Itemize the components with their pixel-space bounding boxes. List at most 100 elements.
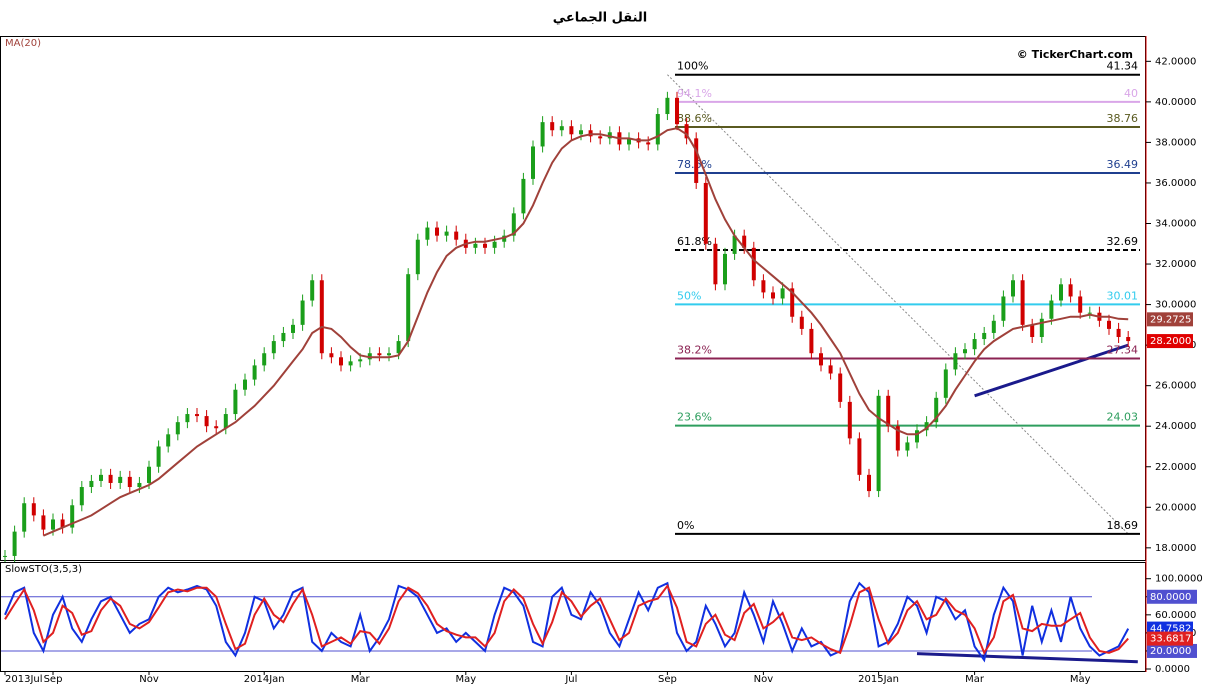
fib-value: 27.34 [1107,344,1139,357]
candle [195,414,199,417]
candle [742,235,747,248]
candle [300,300,305,325]
candle [367,353,372,360]
candle [166,434,171,447]
candle [281,332,286,342]
candle [89,480,94,488]
candle [1068,284,1073,297]
candle [492,241,497,248]
candle [972,339,977,350]
candle [435,227,439,236]
fib-value: 40 [1124,87,1138,100]
candle [339,357,343,366]
candle [204,416,209,427]
x-tick-label: 2015Jan [858,674,899,685]
candle [828,365,833,374]
candle [771,292,775,299]
candle [1059,284,1063,301]
indicator-label: MA(20) [5,38,41,49]
watermark: © TickerChart.com [1017,48,1133,61]
fib-value: 38.76 [1107,112,1139,125]
fib-value: 36.49 [1107,158,1139,171]
chart-title: النقل الجماعي [553,11,647,26]
candle [12,531,17,556]
x-tick-label: Sep [658,674,677,685]
candle [329,353,334,358]
candle [108,474,113,483]
candle [118,476,123,483]
candle [1020,280,1025,325]
y-tick-label: 100.0000 [1155,574,1203,585]
candle [895,426,900,451]
candle [291,324,295,333]
band-tag [1147,643,1197,658]
candle [99,474,103,481]
trend-line [916,652,1138,664]
candle [310,280,315,301]
candle [406,274,411,342]
candle [761,280,766,293]
candle [953,353,958,370]
band-tag-label: 20.0000 [1150,646,1191,657]
y-tick-label: 0.0000 [1155,664,1190,675]
candle [60,519,65,528]
candle [982,332,987,340]
candle [780,288,785,299]
candle [377,353,382,356]
series-line [4,583,1129,656]
candle [137,482,142,488]
candle [22,503,27,532]
value-tag-label: 29.2725 [1150,314,1191,325]
candle [175,422,180,435]
fib-ratio: 100% [677,60,708,73]
candle [579,130,583,135]
fib-value: 32.69 [1107,235,1139,248]
candle [646,142,651,145]
candle [3,555,7,557]
candle [675,97,679,125]
candle [665,97,670,115]
y-tick-label: 60.0000 [1155,610,1196,621]
fib-value: 30.01 [1107,289,1139,302]
value-tag-label: 28.2000 [1150,336,1191,347]
candle [991,320,996,333]
candle [1030,324,1035,338]
x-tick-label: Sep [44,674,63,685]
candle [147,466,151,483]
candle [185,414,190,423]
candle [473,243,478,248]
candle [1049,300,1054,319]
candle [550,122,555,131]
series-line [43,127,1129,537]
candle [233,389,238,415]
candle [799,316,804,329]
x-tick-label: Nov [139,674,159,685]
candle [847,401,852,439]
y-tick-label: 36.0000 [1155,178,1196,189]
candle [444,231,449,236]
candle [1039,318,1044,338]
candle [857,438,862,475]
candle [915,430,919,443]
candle [511,213,516,236]
candle [262,353,267,366]
value-tag-label: 44.7582 [1150,624,1191,635]
candle [655,114,660,145]
candle [252,365,257,380]
candle [1011,280,1015,297]
candle [819,353,823,366]
value-tag [1147,631,1193,646]
candle [588,130,593,137]
candle [559,126,564,131]
candle [732,235,737,254]
fib-ratio: 94.1% [677,87,712,100]
y-tick-label: 42.0000 [1155,56,1196,67]
candle [838,373,843,402]
candle [924,422,929,431]
candle [1078,296,1083,313]
y-tick-label: 34.0000 [1155,218,1196,229]
fib-ratio: 23.6% [677,411,712,424]
fib-value: 24.03 [1107,411,1139,424]
band-tag-label: 80.0000 [1150,592,1191,603]
candle [598,136,603,139]
